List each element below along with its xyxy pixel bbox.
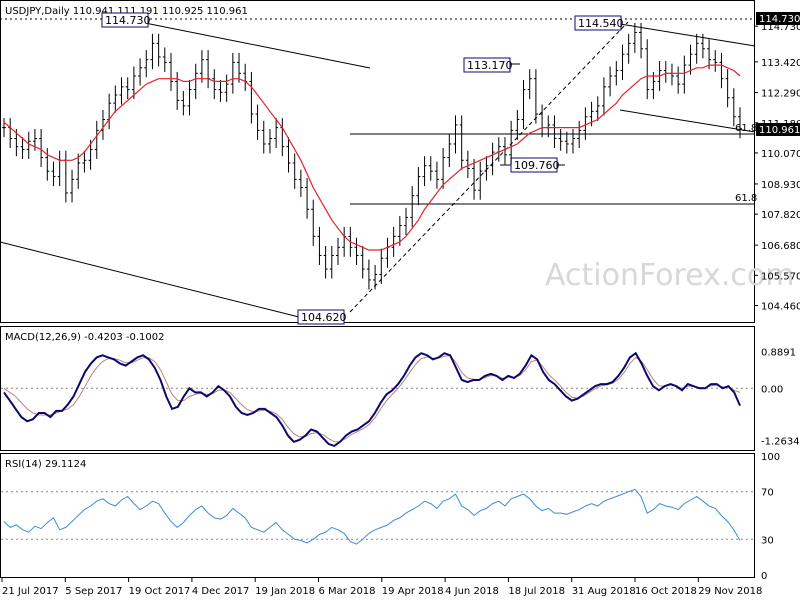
- xtick-label: 4 Dec 2017: [192, 586, 250, 597]
- rsi-ytick-label: 30: [761, 535, 774, 546]
- xtick-label: 4 Jun 2018: [445, 586, 499, 597]
- xtick-label: 19 Apr 2018: [382, 586, 444, 597]
- macd-panel-frame: [0, 326, 755, 451]
- price-panel-frame: [0, 0, 755, 323]
- macd-ytick-label: -1.2634: [761, 436, 800, 447]
- rsi-panel-title: RSI(14) 29.1124: [5, 459, 86, 470]
- price-ytick-label: 108.930: [761, 180, 800, 191]
- annotation-114540: 114.540: [574, 15, 624, 31]
- svg-text:114.730: 114.730: [759, 14, 800, 25]
- price-ytick-label: 113.420: [761, 58, 800, 69]
- watermark: ActionForex.com: [545, 258, 794, 293]
- svg-text:110.961: 110.961: [759, 125, 800, 136]
- price-ytick-label: 107.820: [761, 210, 800, 221]
- macd-lines: [1, 351, 754, 448]
- macd-panel-title: MACD(12,26,9) -0.4203 -0.1002: [5, 332, 165, 343]
- svg-text:113.170: 113.170: [467, 59, 513, 72]
- rsi-ytick-label: 0: [761, 571, 767, 582]
- rsi-ytick-label: 100: [761, 452, 780, 463]
- macd-main-line: [3, 351, 741, 448]
- annotation-114730: 114.730: [101, 12, 151, 28]
- price-ytick-label: 114.730: [761, 22, 800, 33]
- lower-channel-line: [0, 241, 304, 319]
- price-sma-line: [3, 64, 741, 251]
- annotation-109760: 109.760: [510, 157, 560, 173]
- xtick-label: 18 Jul 2018: [508, 586, 565, 597]
- rsi-lines: [1, 488, 754, 545]
- rsi-line: [3, 488, 741, 545]
- price-ytick-label: 106.680: [761, 241, 800, 252]
- descending-channel-upper: [619, 23, 756, 47]
- rsi-ytick-label: 70: [761, 488, 774, 499]
- upper-channel-line: [139, 21, 371, 69]
- xtick-label: 6 Mar 2018: [319, 586, 376, 597]
- svg-text:114.730: 114.730: [105, 14, 151, 27]
- price-panel-title: USDJPY,Daily 110.941 111.191 110.925 110…: [5, 6, 248, 17]
- price-ytick-label: 112.290: [761, 89, 800, 100]
- svg-text:114.540: 114.540: [578, 17, 624, 30]
- xtick-label: 31 Aug 2018: [572, 586, 636, 597]
- xtick-label: 16 Oct 2018: [635, 586, 697, 597]
- price-ytick-label: 105.570: [761, 271, 800, 282]
- macd-signal-line: [3, 355, 741, 443]
- macd-ytick-label: 0.00: [761, 384, 783, 395]
- annotation-104620: 104.620: [297, 309, 347, 325]
- rising-trendline: [349, 21, 629, 313]
- fib-label-a: 61.8: [735, 123, 757, 134]
- x-axis-labels: 21 Jul 2017 5 Sep 2017 19 Oct 2017 4 Dec 20…: [1, 578, 762, 597]
- rsi-panel-frame: [0, 453, 755, 578]
- top-price-tag: 114.730: [756, 12, 800, 25]
- svg-text:104.620: 104.620: [301, 311, 347, 324]
- price-ytick-label: 110.070: [761, 149, 800, 160]
- price-ytick-label: 104.460: [761, 301, 800, 312]
- macd-ytick-label: 0.8891: [761, 348, 796, 359]
- xtick-label: 21 Jul 2017: [2, 586, 59, 597]
- y-axis-labels: 114.730113.420112.290111.180110.070108.9…: [754, 22, 800, 582]
- xtick-label: 5 Sep 2017: [65, 586, 122, 597]
- last-price-tag: 110.961: [756, 123, 800, 136]
- xtick-label: 29 Nov 2018: [698, 586, 762, 597]
- sma-line: [3, 64, 741, 251]
- descending-channel-lower: [619, 109, 756, 133]
- xtick-label: 19 Jan 2018: [255, 586, 315, 597]
- annotation-113170: 113.170: [463, 57, 513, 73]
- price-candles: [2, 22, 742, 290]
- svg-text:109.760: 109.760: [514, 159, 560, 172]
- xtick-label: 19 Oct 2017: [129, 586, 191, 597]
- fib-label-b: 61.8: [735, 193, 757, 204]
